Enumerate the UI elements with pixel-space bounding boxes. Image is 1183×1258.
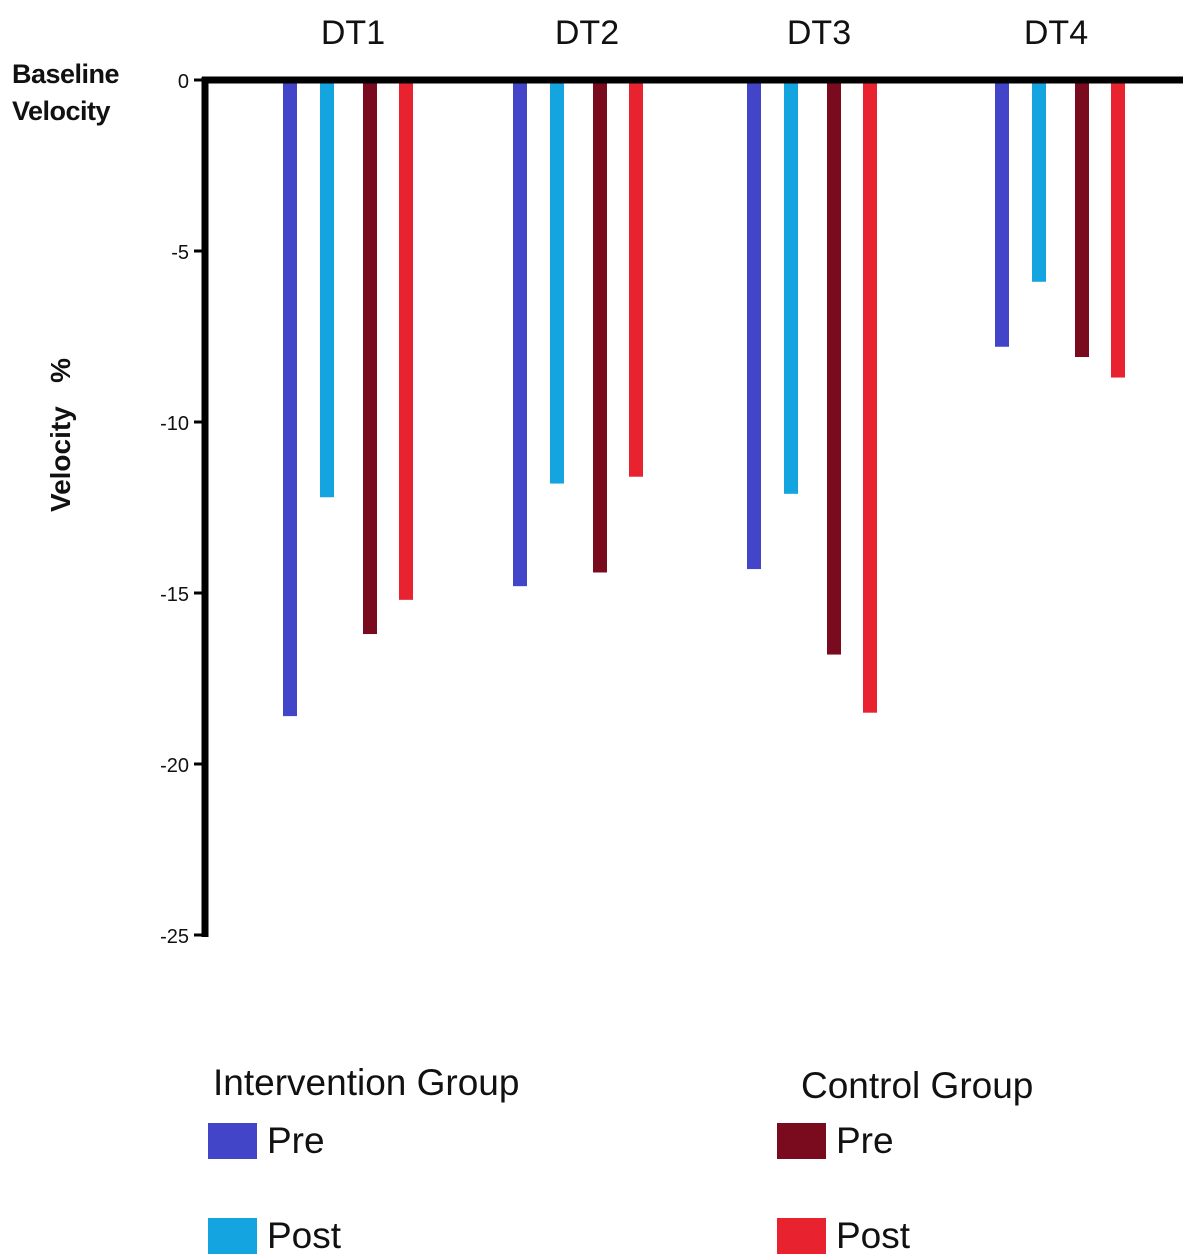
legend-item-control-post: Post: [777, 1215, 910, 1257]
legend-label-control-pre: Pre: [836, 1120, 894, 1161]
bar-dt2-intervention-post: [550, 80, 564, 484]
legend-item-intervention-pre: Pre: [208, 1120, 325, 1162]
legend-title-intervention: Intervention Group: [213, 1062, 520, 1103]
bar-dt1-intervention-pre: [283, 80, 297, 717]
bar-dt4-intervention-post: [1032, 80, 1046, 282]
y-tick-label: -5: [171, 242, 189, 264]
y-tick-label: 0: [178, 71, 189, 93]
bar-dt2-control-pre: [593, 80, 607, 573]
category-label: DT3: [787, 14, 851, 52]
baseline-label: Baseline Velocity: [12, 56, 120, 130]
category-label: DT2: [555, 14, 619, 52]
legend-label-intervention-post: Post: [267, 1215, 342, 1256]
y-axis-label: Velocity %: [45, 357, 76, 513]
bar-dt2-intervention-pre: [513, 80, 527, 587]
bar-dt4-control-pre: [1075, 80, 1089, 358]
legend-swatch-intervention-post: [208, 1218, 257, 1254]
bar-dt3-intervention-post: [784, 80, 798, 494]
legend-item-control-pre: Pre: [777, 1120, 894, 1162]
y-tick-label: -20: [160, 755, 189, 777]
legend-title-control: Control Group: [801, 1065, 1034, 1106]
bar-chart: 0 -5 -10 -15 -20 -25 DT1 DT2 DT3 DT4: [160, 14, 1183, 948]
bar-dt3-control-pre: [827, 80, 841, 655]
legend-label-intervention-pre: Pre: [267, 1120, 325, 1161]
baseline-label-line2: Velocity: [12, 96, 111, 126]
legend-swatch-control-pre: [777, 1123, 826, 1159]
bar-dt4-control-post: [1111, 80, 1125, 378]
category-label: DT1: [321, 14, 385, 52]
bar-dt1-control-post: [399, 80, 413, 600]
legend-item-intervention-post: Post: [208, 1215, 341, 1257]
category-label: DT4: [1024, 14, 1088, 52]
legend-swatch-intervention-pre: [208, 1123, 257, 1159]
bar-dt3-intervention-pre: [747, 80, 761, 570]
bar-dt2-control-post: [629, 80, 643, 477]
y-tick-label: -25: [160, 926, 189, 948]
legend-swatch-control-post: [777, 1218, 826, 1254]
bar-dt1-control-pre: [363, 80, 377, 635]
baseline-label-line1: Baseline: [12, 59, 120, 89]
legend-label-control-post: Post: [836, 1215, 911, 1256]
bar-dt3-control-post: [863, 80, 877, 713]
y-tick-label: -10: [160, 413, 189, 435]
bar-dt1-intervention-post: [320, 80, 334, 498]
y-tick-label: -15: [160, 584, 189, 606]
bar-dt4-intervention-pre: [995, 80, 1009, 347]
